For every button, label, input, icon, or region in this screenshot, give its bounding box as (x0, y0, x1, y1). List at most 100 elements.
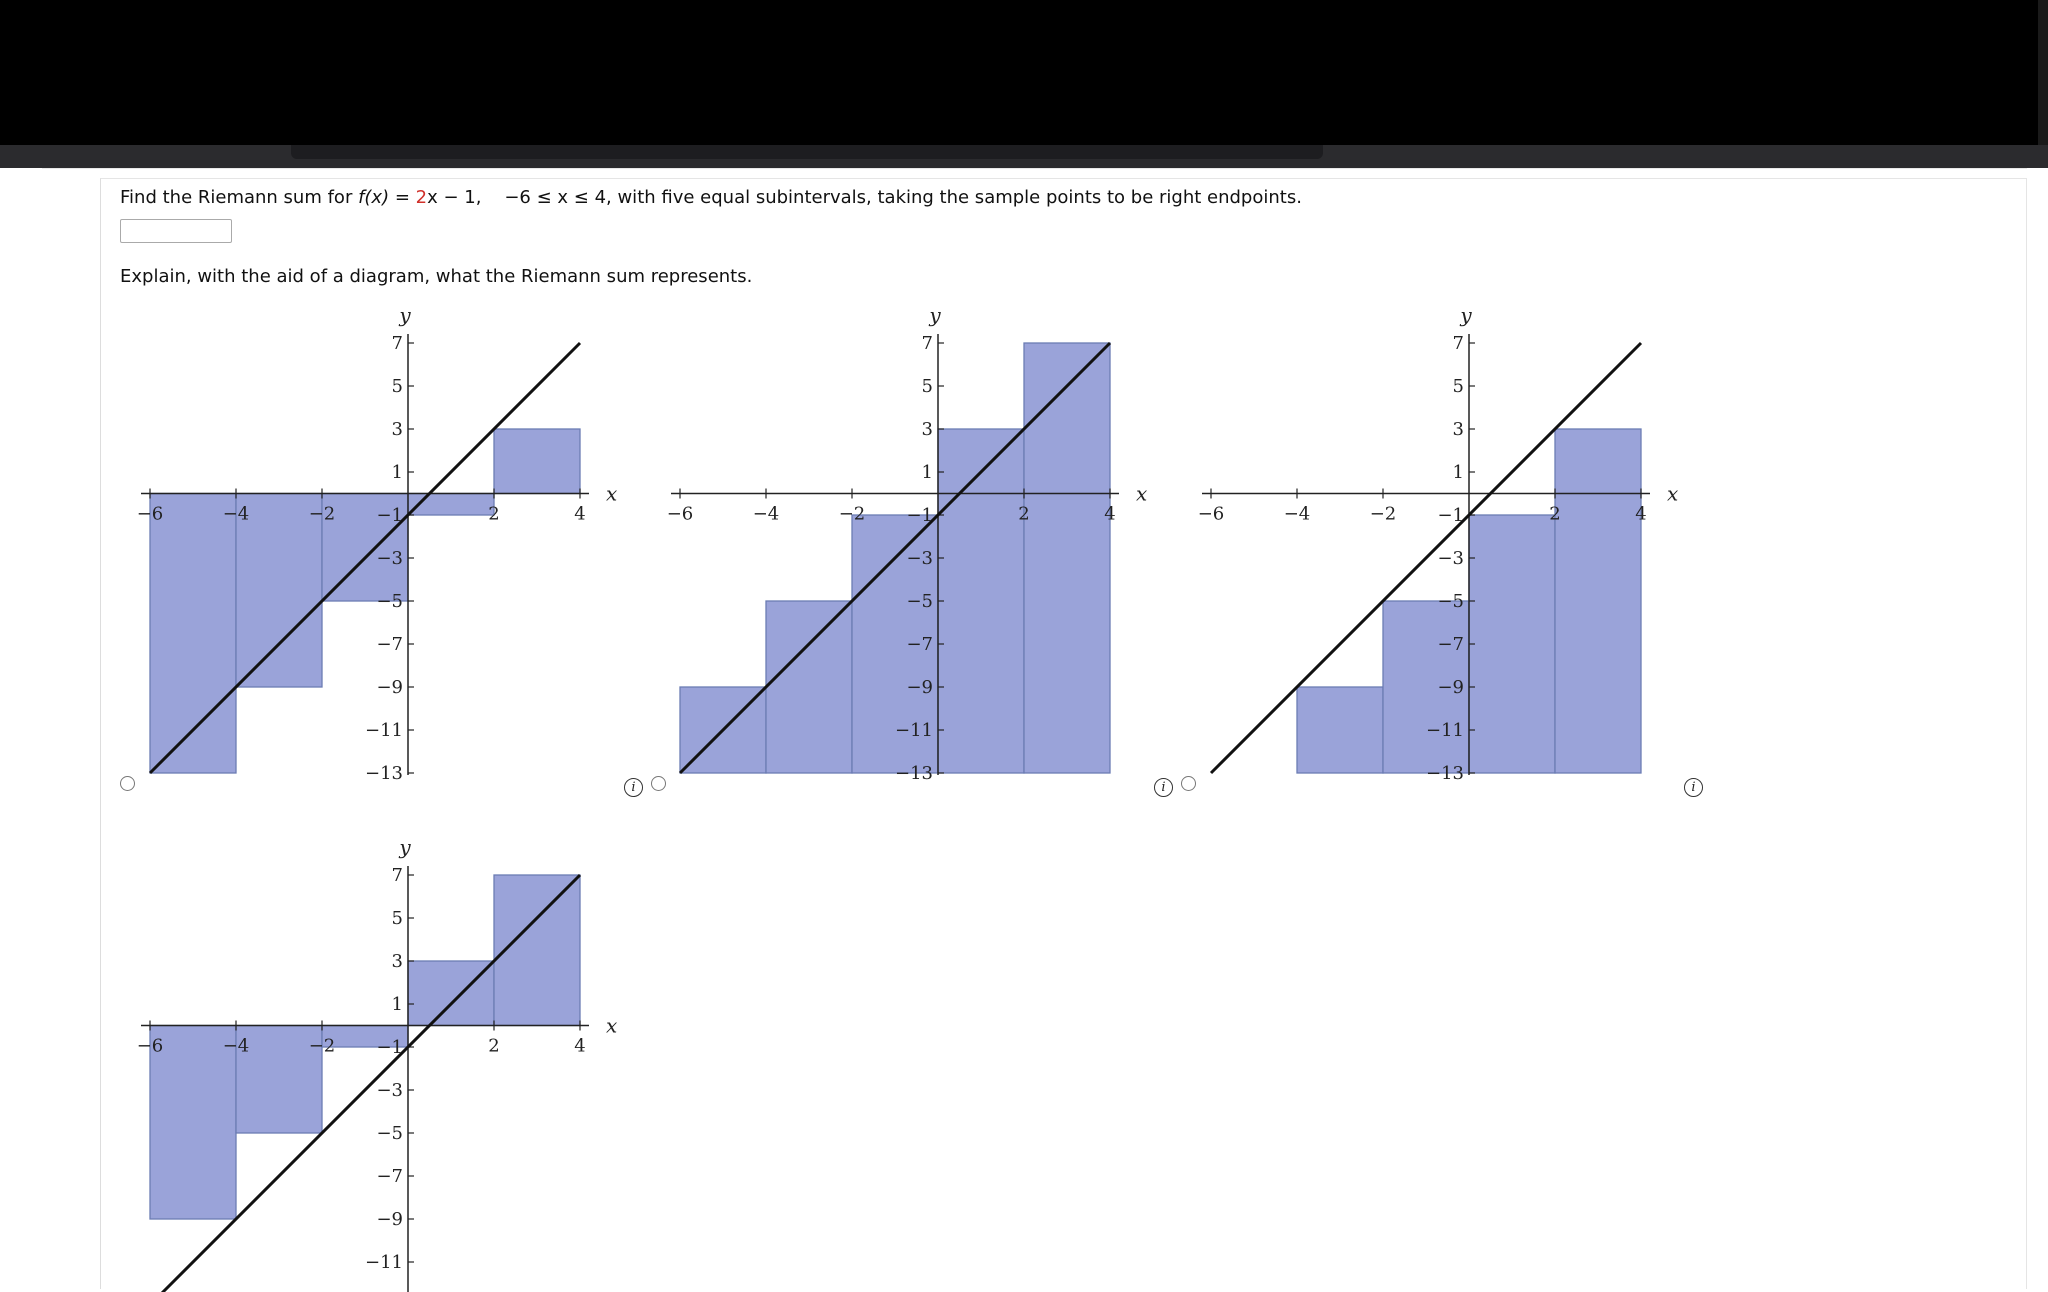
x-tick-label: 2 (488, 504, 499, 525)
radio-option-2[interactable] (651, 776, 666, 791)
y-tick-label: −7 (376, 634, 403, 655)
x-tick-label: 4 (574, 1036, 585, 1057)
equals: = (389, 187, 416, 208)
riemann-rect (1382, 600, 1470, 774)
info-icon[interactable]: i (624, 778, 643, 797)
x-tick-label: 4 (574, 504, 585, 525)
y-tick-label: 5 (922, 376, 933, 397)
riemann-rect (149, 492, 237, 774)
y-tick-label: −11 (365, 720, 403, 741)
x-tick-label: −2 (839, 504, 866, 525)
info-icon[interactable]: i (1154, 778, 1173, 797)
y-tick-label: −5 (376, 591, 403, 612)
y-tick-label: −1 (906, 505, 933, 526)
y-axis-label: y (398, 835, 411, 859)
y-tick-label: −11 (365, 1252, 403, 1273)
question-panel (100, 178, 2027, 1289)
x-tick-label: −2 (1370, 504, 1397, 525)
y-tick-label: 5 (1453, 376, 1464, 397)
y-tick-label: 1 (392, 462, 403, 483)
x-tick-label: −4 (1284, 504, 1311, 525)
y-tick-label: −9 (1437, 677, 1464, 698)
function-line (678, 341, 1112, 775)
riemann-rect (235, 492, 323, 688)
x-tick-label: −4 (223, 504, 250, 525)
y-tick-label: −5 (376, 1123, 403, 1144)
function-line (1209, 341, 1643, 775)
y-tick-label: −7 (906, 634, 933, 655)
x-tick-label: −6 (1198, 504, 1225, 525)
y-tick-label: 1 (922, 462, 933, 483)
question-prefix: Find the Riemann sum for (120, 187, 359, 208)
y-tick-label: −3 (1437, 548, 1464, 569)
answer-input[interactable] (120, 219, 232, 243)
x-axis-label: x (606, 1014, 617, 1038)
question-text: Find the Riemann sum for f(x) = 2x − 1, … (120, 187, 1302, 208)
riemann-rect (1296, 686, 1384, 774)
y-tick-label: −9 (906, 677, 933, 698)
y-tick-label: 7 (392, 865, 403, 886)
x-tick-label: 2 (1549, 504, 1560, 525)
y-tick-label: 3 (1453, 419, 1464, 440)
y-tick-label: −5 (1437, 591, 1464, 612)
divider (42, 168, 2027, 169)
radio-option-3[interactable] (1181, 776, 1196, 791)
question-rest: x − 1, −6 ≤ x ≤ 4, with five equal subin… (427, 187, 1302, 208)
x-tick-label: −6 (667, 504, 694, 525)
riemann-rect (937, 428, 1025, 774)
riemann-rect (493, 428, 581, 495)
x-tick-label: −6 (137, 1036, 164, 1057)
toolbar-inner (291, 145, 1323, 159)
x-tick-label: −2 (309, 504, 336, 525)
y-tick-label: 7 (392, 333, 403, 354)
x-tick-label: 2 (488, 1036, 499, 1057)
y-tick-label: 3 (922, 419, 933, 440)
y-tick-label: −7 (1437, 634, 1464, 655)
radio-option-1[interactable] (120, 776, 135, 791)
x-axis-label: x (1136, 482, 1147, 506)
y-tick-label: −1 (1437, 505, 1464, 526)
riemann-rect (765, 600, 853, 774)
y-tick-label: 3 (392, 951, 403, 972)
x-tick-label: −6 (137, 504, 164, 525)
y-tick-label: 3 (392, 419, 403, 440)
x-tick-label: 4 (1635, 504, 1646, 525)
graph-option-2: −6 −4 −2 2 4 7 5 3 1 −1 −3 −5 −7 −9 −11 −13 x y (667, 303, 1148, 784)
function-line (160, 873, 582, 1292)
function-name: f(x) (358, 187, 390, 208)
x-tick-label: −4 (753, 504, 780, 525)
x-tick-label: −4 (223, 1036, 250, 1057)
y-tick-label: −3 (376, 548, 403, 569)
y-tick-label: 5 (392, 908, 403, 929)
y-tick-label: −13 (365, 763, 403, 784)
y-tick-label: −13 (895, 763, 933, 784)
info-icon[interactable]: i (1684, 778, 1703, 797)
y-tick-label: 7 (1453, 333, 1464, 354)
y-tick-label: −7 (376, 1166, 403, 1187)
riemann-rect (1554, 428, 1642, 774)
y-tick-label: 1 (392, 994, 403, 1015)
y-tick-label: −5 (906, 591, 933, 612)
x-axis-label: x (606, 482, 617, 506)
x-tick-label: −2 (309, 1036, 336, 1057)
y-tick-label: −3 (376, 1080, 403, 1101)
graph-option-3: −6 −4 −2 2 4 7 5 3 1 −1 −3 −5 −7 −9 −11 −13 x y (1198, 303, 1679, 784)
function-line (148, 341, 582, 775)
x-tick-label: 4 (1104, 504, 1115, 525)
coefficient: 2 (415, 187, 428, 208)
y-tick-label: −11 (895, 720, 933, 741)
x-axis-label: x (1667, 482, 1678, 506)
y-tick-label: −9 (376, 677, 403, 698)
y-axis-label: y (398, 303, 411, 327)
riemann-rect (407, 960, 495, 1027)
riemann-rect (235, 1024, 323, 1134)
riemann-rect (407, 492, 495, 516)
explain-text: Explain, with the aid of a diagram, what… (120, 266, 753, 287)
y-tick-label: −1 (376, 1037, 403, 1058)
y-tick-label: −13 (1426, 763, 1464, 784)
riemann-rect (493, 874, 581, 1027)
graph-option-1: −6 −4 −2 2 4 7 5 3 1 −1 −3 −5 −7 −9 −11 −13 x y (137, 303, 618, 784)
top-black-bar (0, 0, 2048, 145)
y-tick-label: −1 (376, 505, 403, 526)
y-tick-label: 5 (392, 376, 403, 397)
